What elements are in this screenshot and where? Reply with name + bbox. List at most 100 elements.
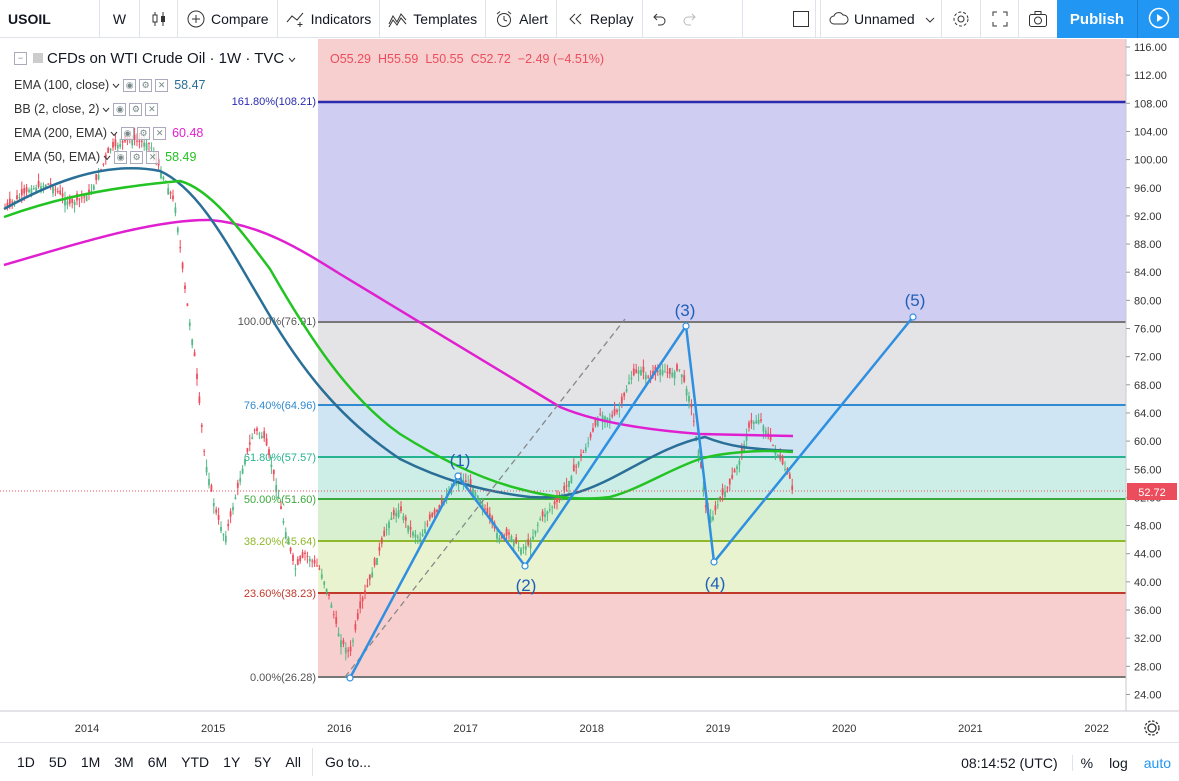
ema-100-line[interactable] bbox=[3, 167, 794, 499]
chevron-down-icon[interactable] bbox=[110, 126, 118, 140]
candle-body bbox=[556, 496, 558, 502]
fullscreen-button[interactable] bbox=[981, 0, 1019, 38]
candle-body bbox=[52, 187, 54, 194]
gear-icon[interactable] bbox=[1144, 720, 1160, 736]
range-5d[interactable]: 5D bbox=[48, 754, 67, 770]
settings-icon[interactable]: ⚙ bbox=[137, 126, 151, 140]
publish-button[interactable]: Publish bbox=[1057, 0, 1137, 38]
chart-pane[interactable]: 161.80%(108.21) 100.00%(76.91) 76.40%(64… bbox=[0, 39, 1179, 742]
candle-body bbox=[692, 420, 695, 422]
symbol-search[interactable]: USOIL bbox=[0, 0, 100, 38]
study-row[interactable]: EMA (200, EMA) ◉ ⚙ ✕ 60.48 bbox=[14, 121, 296, 145]
price-chart[interactable]: 161.80%(108.21) 100.00%(76.91) 76.40%(64… bbox=[0, 39, 1179, 742]
candle-body bbox=[181, 262, 184, 269]
eye-icon[interactable]: ◉ bbox=[121, 126, 135, 140]
wave-label-4: (4) bbox=[705, 574, 726, 593]
study-row[interactable]: EMA (100, close) ◉ ⚙ ✕ 58.47 bbox=[14, 73, 296, 97]
goto-button[interactable]: Go to... bbox=[311, 748, 383, 776]
close-icon[interactable]: ✕ bbox=[145, 102, 159, 116]
candle-body bbox=[486, 508, 489, 514]
candle-body bbox=[200, 424, 203, 427]
candle-body bbox=[628, 382, 630, 385]
elliott-wave-line[interactable] bbox=[348, 316, 914, 679]
candle-body bbox=[529, 542, 532, 549]
expand-icon bbox=[990, 9, 1010, 29]
alert-button[interactable]: Alert bbox=[486, 0, 557, 38]
replay-button[interactable]: Replay bbox=[557, 0, 643, 38]
chevron-down-icon[interactable] bbox=[288, 50, 296, 67]
compare-button[interactable]: Compare bbox=[178, 0, 278, 38]
candle-body bbox=[114, 139, 117, 147]
ema-200-line[interactable] bbox=[3, 218, 794, 438]
wave-label-2: (2) bbox=[516, 576, 537, 595]
candle-body bbox=[416, 536, 419, 538]
log-toggle[interactable]: log bbox=[1109, 754, 1128, 771]
wave-point-0[interactable] bbox=[346, 674, 354, 682]
candle-body bbox=[508, 532, 510, 535]
range-ytd[interactable]: YTD bbox=[181, 754, 210, 770]
candle-body bbox=[599, 413, 602, 415]
templates-button[interactable]: Templates bbox=[380, 0, 487, 38]
redo-button[interactable] bbox=[673, 0, 743, 38]
settings-icon[interactable]: ⚙ bbox=[129, 102, 143, 116]
percent-toggle[interactable]: % bbox=[1080, 754, 1094, 771]
trend-dashed-line[interactable] bbox=[344, 318, 626, 678]
ema-50-line[interactable] bbox=[3, 179, 794, 500]
close-icon[interactable]: ✕ bbox=[153, 126, 167, 140]
candle-body bbox=[412, 532, 414, 536]
candle-body bbox=[620, 396, 623, 404]
candle-body bbox=[392, 510, 395, 516]
close-icon[interactable]: ✕ bbox=[155, 78, 169, 92]
collapse-icon[interactable]: − bbox=[14, 51, 27, 65]
undo-icon bbox=[650, 9, 666, 29]
study-row[interactable]: BB (2, close, 2) ◉ ⚙ ✕ bbox=[14, 97, 296, 121]
chevron-down-icon[interactable] bbox=[112, 78, 120, 92]
range-6m[interactable]: 6M bbox=[147, 754, 168, 770]
wave-point-1[interactable] bbox=[454, 472, 462, 480]
settings-button[interactable] bbox=[942, 0, 981, 38]
fullscreen-rect-button[interactable] bbox=[786, 0, 816, 38]
candle-body bbox=[383, 530, 386, 537]
candle-body bbox=[104, 154, 107, 159]
candle-body bbox=[608, 418, 611, 422]
range-1d[interactable]: 1D bbox=[17, 754, 35, 770]
eye-icon[interactable]: ◉ bbox=[114, 150, 128, 164]
range-1m[interactable]: 1M bbox=[80, 754, 101, 770]
wave-point-5[interactable] bbox=[909, 313, 917, 321]
range-5y[interactable]: 5Y bbox=[254, 754, 272, 770]
chevron-down-icon bbox=[925, 11, 935, 27]
candle-body bbox=[234, 497, 237, 499]
indicators-button[interactable]: Indicators bbox=[278, 0, 381, 38]
chart-style-button[interactable] bbox=[140, 0, 178, 38]
eye-icon[interactable]: ◉ bbox=[113, 102, 127, 116]
wave-point-2[interactable] bbox=[521, 562, 529, 570]
range-all[interactable]: All bbox=[285, 754, 301, 770]
eye-icon[interactable]: ◉ bbox=[123, 78, 137, 92]
wave-point-4[interactable] bbox=[710, 558, 718, 566]
gear-icon bbox=[951, 9, 971, 29]
candle-body bbox=[179, 247, 182, 249]
close-icon[interactable]: ✕ bbox=[146, 150, 160, 164]
candle-body bbox=[258, 433, 261, 435]
auto-toggle[interactable]: auto bbox=[1143, 754, 1171, 771]
candle-body bbox=[704, 505, 707, 508]
interval-button[interactable]: W bbox=[100, 0, 140, 38]
play-button[interactable] bbox=[1137, 0, 1179, 38]
fib-label-618: 61.80%(57.57) bbox=[244, 452, 316, 464]
candle-body bbox=[433, 509, 436, 515]
candle-body bbox=[306, 555, 309, 557]
layout-button[interactable]: Unnamed bbox=[820, 0, 942, 38]
snapshot-button[interactable] bbox=[1019, 0, 1057, 38]
settings-icon[interactable]: ⚙ bbox=[130, 150, 144, 164]
range-1y[interactable]: 1Y bbox=[223, 754, 241, 770]
wave-point-3[interactable] bbox=[682, 322, 690, 330]
chevron-down-icon[interactable] bbox=[103, 150, 111, 164]
chevron-down-icon[interactable] bbox=[102, 102, 110, 116]
study-row[interactable]: EMA (50, EMA) ◉ ⚙ ✕ 58.49 bbox=[14, 145, 296, 169]
clock[interactable]: 08:14:52 (UTC) bbox=[953, 754, 1073, 771]
range-3m[interactable]: 3M bbox=[114, 754, 134, 770]
undo-button[interactable] bbox=[643, 0, 673, 38]
settings-icon[interactable]: ⚙ bbox=[139, 78, 153, 92]
price-axis[interactable] bbox=[1126, 39, 1179, 711]
